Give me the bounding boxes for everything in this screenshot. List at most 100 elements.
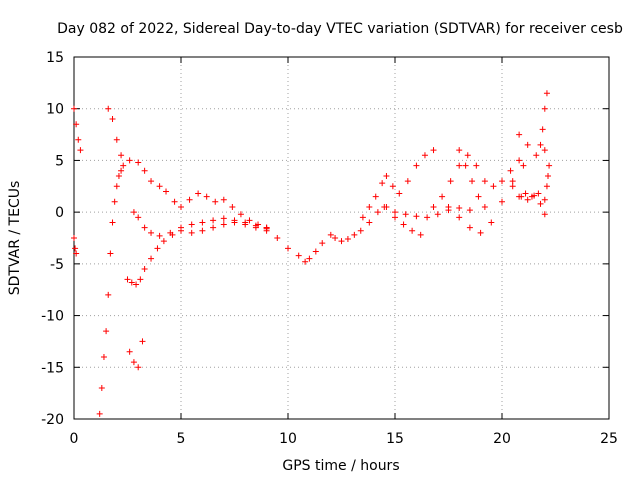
data-point [524, 196, 531, 203]
data-point [141, 224, 148, 231]
data-point [490, 183, 497, 190]
series-arc-13 [430, 152, 523, 210]
data-point [242, 219, 249, 226]
data-point [400, 221, 407, 228]
data-point [473, 162, 480, 169]
data-point [130, 209, 137, 216]
data-point [246, 217, 253, 224]
data-point [148, 178, 155, 185]
data-point [430, 203, 437, 210]
data-point [477, 229, 484, 236]
data-point [434, 211, 441, 218]
data-point [210, 217, 217, 224]
data-point [188, 229, 195, 236]
data-point [417, 231, 424, 238]
data-point [115, 172, 122, 179]
data-point [541, 147, 548, 154]
data-point [413, 213, 420, 220]
data-point [456, 147, 463, 154]
series-arc-1 [71, 105, 84, 154]
data-point [295, 252, 302, 259]
data-point [141, 266, 148, 273]
data-point [195, 190, 202, 197]
data-point [366, 203, 373, 210]
data-point [312, 248, 319, 255]
data-point [509, 183, 516, 190]
data-point [133, 281, 140, 288]
data-point [381, 203, 388, 210]
series-arc-14 [445, 162, 527, 236]
data-point [389, 183, 396, 190]
data-point [220, 196, 227, 203]
data-point [126, 157, 133, 164]
data-point [402, 211, 409, 218]
data-point [319, 240, 326, 247]
data-point [274, 235, 281, 241]
data-point [445, 203, 452, 210]
data-point [103, 328, 110, 335]
data-point [516, 131, 523, 138]
data-point [351, 231, 358, 238]
data-point [126, 348, 133, 355]
data-point [109, 116, 116, 123]
data-point [100, 353, 107, 360]
x-axis-label: GPS time / hours [282, 458, 399, 474]
data-point [130, 359, 137, 366]
data-point [516, 157, 523, 164]
data-point [160, 238, 167, 245]
x-tick-label: 10 [279, 431, 297, 447]
data-point [439, 193, 446, 200]
data-point [220, 215, 227, 222]
data-point [73, 250, 80, 257]
data-point [475, 193, 482, 200]
data-point [111, 198, 118, 205]
data-point [135, 159, 142, 166]
data-point [507, 167, 514, 174]
data-point [220, 221, 227, 228]
data-point [306, 255, 313, 262]
data-point [481, 178, 488, 185]
data-point [392, 214, 398, 221]
data-point [285, 245, 291, 252]
data-point [372, 193, 379, 200]
data-point [535, 190, 542, 197]
data-point [75, 136, 82, 143]
x-tick-label: 5 [177, 431, 186, 447]
series-arc-4 [105, 105, 125, 159]
data-point [481, 203, 488, 210]
data-point [396, 190, 403, 197]
data-point [186, 196, 193, 203]
data-point [541, 211, 548, 218]
data-point [71, 235, 77, 241]
data-point [447, 178, 454, 185]
data-point [71, 105, 77, 112]
data-point [524, 141, 531, 148]
data-point [404, 178, 411, 185]
data-point [338, 238, 345, 245]
data-point [156, 183, 163, 190]
x-tick-label: 20 [493, 431, 511, 447]
data-point [252, 222, 259, 229]
data-point [105, 291, 112, 298]
data-point [105, 105, 112, 112]
data-point [543, 183, 550, 190]
series-arc-18 [509, 183, 548, 203]
data-point [96, 410, 103, 417]
data-point [141, 167, 148, 174]
data-point [332, 235, 339, 241]
data-point [148, 229, 155, 236]
x-tick-label: 25 [600, 431, 618, 447]
series-arc-20 [543, 162, 553, 190]
data-point [488, 219, 495, 226]
data-point [203, 193, 210, 200]
series-arc-5 [120, 157, 270, 231]
series-arc-6 [124, 219, 270, 288]
data-point [73, 121, 80, 128]
data-point [379, 180, 386, 187]
data-point [77, 147, 84, 154]
data-point [107, 250, 114, 257]
data-point [366, 219, 373, 226]
data-point [509, 178, 516, 185]
data-point [231, 217, 238, 224]
data-point [466, 207, 473, 214]
